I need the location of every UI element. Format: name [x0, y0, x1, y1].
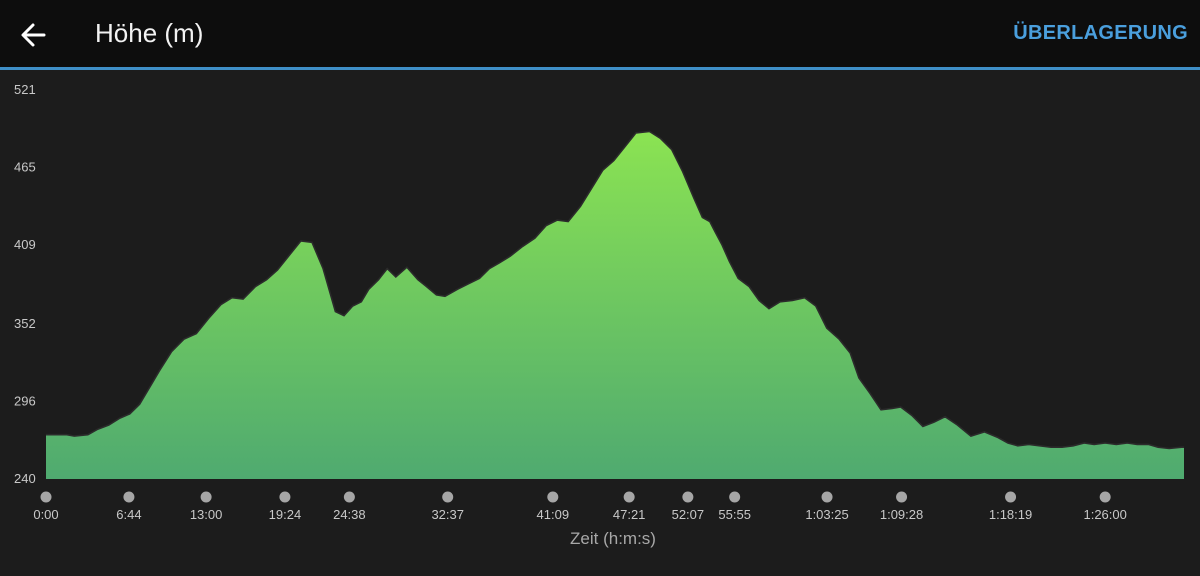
x-tick-dot: [547, 491, 559, 503]
elevation-line: [46, 130, 1184, 450]
x-tick-label: 52:07: [672, 507, 705, 522]
x-tick-label: 19:24: [269, 507, 302, 522]
x-tick-label: 0:00: [33, 507, 58, 522]
x-tick-dot: [682, 491, 694, 503]
x-tick-label: 6:44: [116, 507, 141, 522]
x-tick-label: 1:18:19: [989, 507, 1032, 522]
app-header: Höhe (m) ÜBERLAGERUNG: [0, 0, 1200, 67]
x-tick-label: 1:09:28: [880, 507, 923, 522]
x-axis-label: Zeit (h:m:s): [570, 529, 656, 548]
y-tick-label: 296: [14, 393, 36, 408]
x-tick-dot: [1005, 491, 1017, 503]
x-tick-dot: [896, 491, 908, 503]
x-tick-label: 47:21: [613, 507, 646, 522]
x-tick-dot: [200, 491, 212, 503]
arrow-left-icon: [21, 23, 46, 47]
elevation-area: [46, 131, 1184, 479]
y-tick-label: 409: [14, 237, 36, 252]
x-tick-label: 41:09: [537, 507, 570, 522]
x-tick-dot: [40, 491, 52, 503]
y-tick-label: 352: [14, 316, 36, 331]
x-tick-dot: [123, 491, 135, 503]
x-tick-label: 13:00: [190, 507, 223, 522]
page-title: Höhe (m): [95, 18, 204, 48]
x-tick-label: 1:26:00: [1083, 507, 1126, 522]
x-tick-dot: [442, 491, 454, 503]
header-divider: [0, 67, 1200, 70]
y-tick-label: 465: [14, 160, 36, 175]
x-tick-label: 32:37: [431, 507, 464, 522]
x-tick-dot: [279, 491, 291, 503]
x-tick-dot: [623, 491, 635, 503]
y-tick-label: 521: [14, 82, 36, 97]
x-tick-dot: [343, 491, 355, 503]
x-tick-dot: [729, 491, 741, 503]
x-tick-dot: [821, 491, 833, 503]
x-tick-label: 1:03:25: [805, 507, 848, 522]
elevation-chart: 240 296 352 409 465 521 0:00 6:44 13:00 19:24 24:…: [14, 82, 1184, 548]
y-tick-label: 240: [14, 471, 36, 486]
x-tick-label: 24:38: [333, 507, 366, 522]
x-tick-label: 55:55: [718, 507, 751, 522]
back-button[interactable]: [14, 15, 54, 55]
x-tick-dot: [1099, 491, 1111, 503]
overlay-button[interactable]: ÜBERLAGERUNG: [1013, 22, 1188, 44]
